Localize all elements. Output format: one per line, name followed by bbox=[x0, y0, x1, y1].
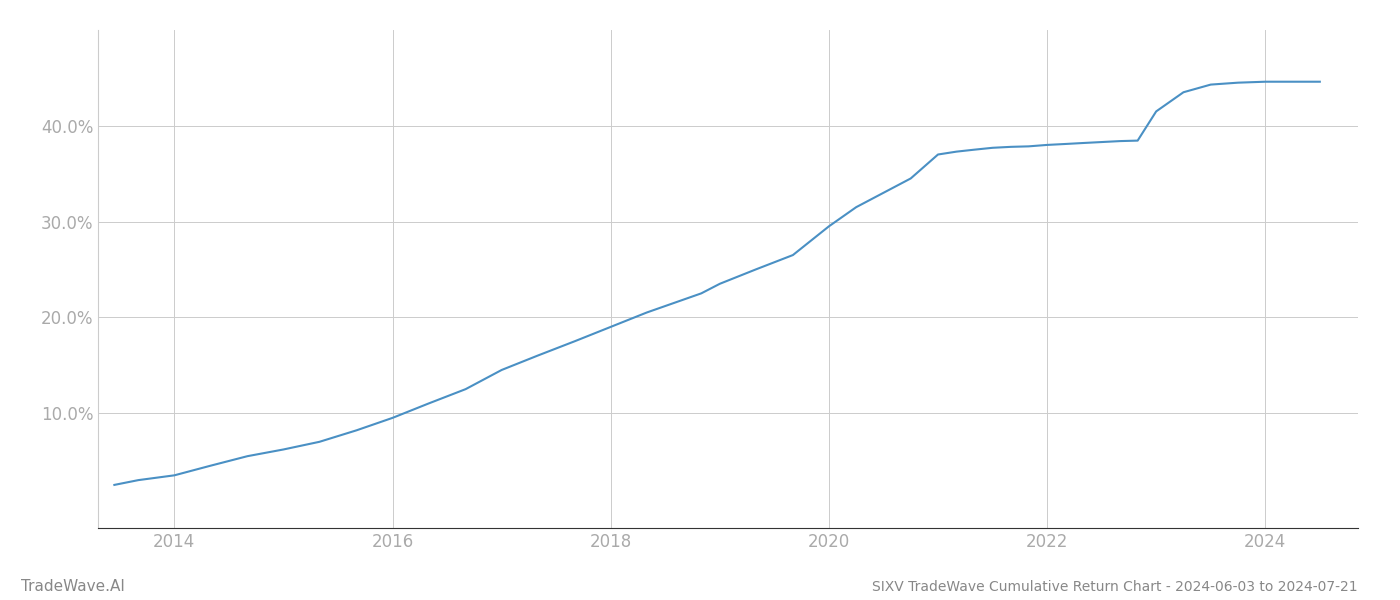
Text: SIXV TradeWave Cumulative Return Chart - 2024-06-03 to 2024-07-21: SIXV TradeWave Cumulative Return Chart -… bbox=[872, 580, 1358, 594]
Text: TradeWave.AI: TradeWave.AI bbox=[21, 579, 125, 594]
